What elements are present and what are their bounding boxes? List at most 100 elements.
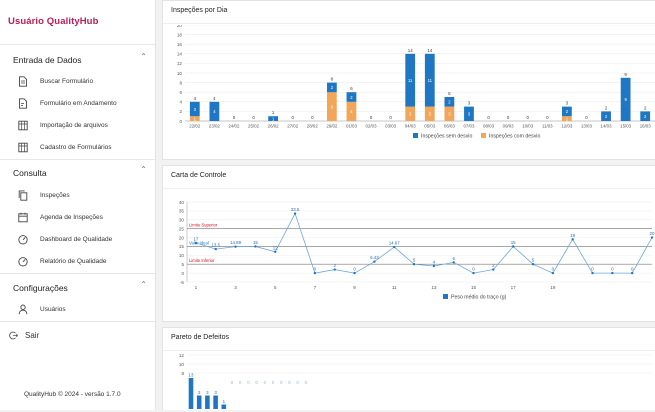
sidebar-item-label: Usuários [40, 306, 66, 313]
x-tick-label: 05/03 [424, 124, 436, 129]
x-tick-label: 15 [471, 285, 477, 290]
data-label: 0 [631, 267, 634, 272]
bar-value-label: 0 [305, 380, 308, 385]
data-point [313, 271, 317, 275]
bar-total-label: 4 [194, 96, 197, 101]
divider [0, 159, 156, 160]
sidebar-item-dashboard-de-qualidade[interactable]: Dashboard de Qualidade [0, 230, 156, 250]
bar-segment-label: 1 [272, 116, 275, 121]
y-tick-label: 15 [179, 244, 185, 249]
bar-value-label: 3 [198, 390, 201, 395]
pareto-bar [196, 395, 202, 409]
logout-button[interactable]: Sair [0, 328, 156, 344]
bar-total-label: 0 [291, 115, 294, 120]
y-tick-label: -5 [180, 280, 185, 285]
y-tick-label: 10 [179, 362, 185, 367]
data-label: 14.67 [389, 241, 401, 246]
data-point [571, 238, 574, 241]
bar-value-label: 0 [296, 380, 299, 385]
bar-segment-label: 1 [566, 116, 569, 121]
user-icon [18, 304, 28, 315]
bar-segment-label: 3 [448, 112, 451, 117]
y-tick-label: 12 [177, 61, 183, 66]
x-tick-label: 16/03 [640, 124, 652, 129]
bar-total-label: 2 [605, 105, 608, 110]
sidebar: Usuário QualityHub Entrada de Dados ⌃ Bu… [0, 0, 156, 410]
y-tick-label: 35 [179, 209, 185, 214]
sidebar-item-label: Cadastro de Formulários [40, 144, 112, 151]
bar-value-label: 0 [264, 380, 267, 385]
data-label: 12 [273, 245, 278, 250]
divider [163, 188, 655, 189]
bar-sem-desvio [620, 77, 631, 121]
chevron-up-icon[interactable]: ⌃ [140, 52, 147, 61]
data-point [353, 271, 356, 275]
x-tick-label: 28/02 [307, 124, 319, 129]
y-tick-label: 8 [181, 371, 184, 376]
x-tick-label: 13/03 [581, 124, 593, 129]
sidebar-item-agenda-de-inspecoes[interactable]: Agenda de Inspeções [0, 208, 156, 228]
bar-total-label: 1 [272, 110, 275, 115]
x-tick-label: 14/03 [601, 124, 613, 129]
data-label: 0 [353, 267, 356, 272]
sidebar-item-importacao-de-arquivos[interactable]: Importação de arquivos [0, 116, 156, 136]
divider [0, 44, 156, 45]
data-label: 0 [314, 267, 317, 272]
x-tick-label: 10/03 [522, 124, 534, 129]
chart-title: Inspeções por Dia [171, 7, 228, 14]
bar-sem-desvio [268, 116, 279, 121]
y-tick-label: 25 [179, 226, 185, 231]
sidebar-item-cadastro-de-formularios[interactable]: Cadastro de Formulários [0, 138, 156, 158]
y-tick-label: 10 [177, 71, 183, 76]
data-label: 0 [552, 267, 555, 272]
data-label: 33.5 [291, 207, 300, 212]
data-label: 20 [650, 231, 655, 236]
sidebar-item-label: Inspeções [40, 192, 70, 199]
section-configuracoes[interactable]: Configurações ⌃ [0, 280, 156, 298]
x-tick-label: 11/03 [542, 124, 553, 129]
sidebar-item-relatorio-de-qualidade[interactable]: Relatório de Qualidade [0, 252, 156, 272]
bar-segment-label: 4 [350, 109, 353, 114]
sidebar-item-label: Formulário em Andamento [40, 100, 117, 107]
bar-sem-desvio [424, 53, 435, 107]
bar-value-label: 0 [247, 380, 250, 385]
bar-segment-label: 6 [331, 104, 334, 109]
chevron-up-icon[interactable]: ⌃ [140, 280, 147, 289]
x-tick-label: 5 [274, 285, 277, 290]
chevron-up-icon[interactable]: ⌃ [140, 165, 147, 174]
data-point [194, 241, 198, 245]
sidebar-item-formulario-em-andamento[interactable]: Formulário em Andamento [0, 94, 156, 114]
section-title: Configurações [13, 283, 68, 293]
sidebar-item-usuarios[interactable]: Usuários [0, 300, 156, 320]
section-consulta[interactable]: Consulta ⌃ [0, 165, 156, 183]
section-title: Consulta [13, 168, 47, 178]
bar-value-label: 1 [223, 399, 226, 404]
bar-com-desvio [444, 106, 455, 121]
divider [163, 23, 655, 24]
y-tick-label: 0 [181, 271, 184, 276]
sidebar-item-inspecoes[interactable]: Inspeções [0, 186, 156, 206]
bar-total-label: 0 [507, 115, 510, 120]
x-tick-label: 24/02 [228, 124, 240, 129]
sidebar-item-buscar-formulario[interactable]: Buscar Formulário [0, 72, 156, 92]
x-tick-label: 29/02 [326, 124, 338, 129]
section-title: Entrada de Dados [13, 55, 82, 65]
data-point [393, 245, 396, 249]
legend-swatch-peso [443, 294, 448, 299]
inspections-per-day-chart: 0246810121416182013422/024423/02024/0202… [177, 25, 655, 140]
bar-total-label: 8 [331, 77, 334, 82]
bar-value-label: 3 [214, 390, 217, 395]
legend-swatch-sem-desvio [413, 133, 418, 138]
y-tick-label: 6 [179, 90, 182, 95]
bar-value-label: 0 [272, 380, 275, 385]
data-point [452, 261, 455, 264]
document-icon [19, 76, 27, 87]
section-entrada-de-dados[interactable]: Entrada de Dados ⌃ [0, 52, 156, 70]
data-point [630, 271, 634, 275]
y-tick-label: 4 [179, 100, 182, 105]
bar-value-label: 0 [255, 380, 258, 385]
bar-segment-label: 11 [408, 78, 413, 83]
data-point [214, 247, 217, 251]
bar-segment-label: 4 [213, 109, 216, 114]
data-label: 5 [532, 258, 535, 263]
